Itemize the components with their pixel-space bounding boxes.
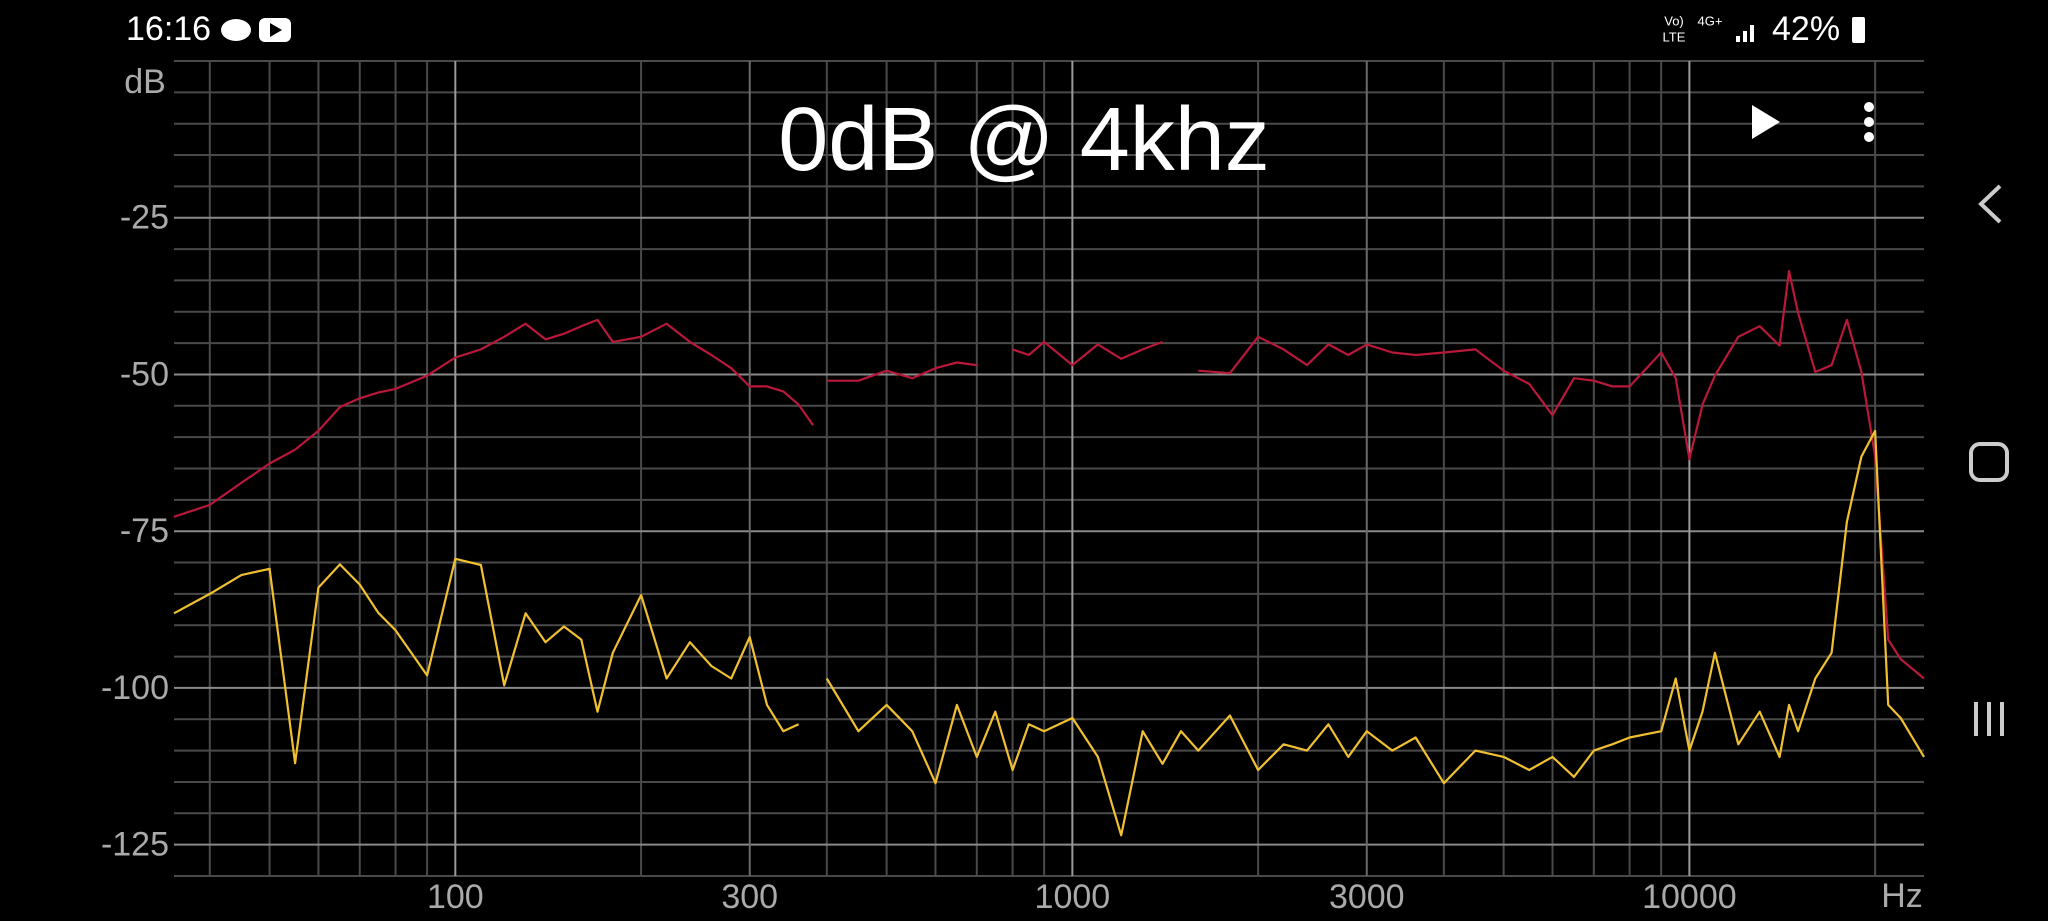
y-tick-label: -25 bbox=[120, 199, 169, 237]
play-button[interactable] bbox=[1752, 105, 1780, 139]
plot bbox=[173, 269, 1925, 837]
y-tick-label: -50 bbox=[120, 355, 169, 393]
y-tick-label: -100 bbox=[101, 669, 169, 707]
nav-recents[interactable] bbox=[1974, 702, 2004, 736]
network-label: Vo) bbox=[1664, 13, 1684, 28]
menu-button[interactable] bbox=[1864, 102, 1874, 142]
data-line bbox=[173, 269, 1925, 680]
nav-back[interactable] bbox=[1978, 184, 2002, 224]
network-label: LTE bbox=[1663, 29, 1686, 44]
y-tick-label: -125 bbox=[101, 826, 169, 864]
x-tick-label: 10000 bbox=[1642, 878, 1737, 916]
status-time: 16:16 bbox=[126, 10, 211, 48]
battery-icon bbox=[1852, 17, 1865, 43]
x-tick-label: 300 bbox=[721, 878, 778, 916]
signal-icon bbox=[1736, 25, 1754, 42]
y-tick-label: -75 bbox=[120, 512, 169, 550]
app-icon bbox=[221, 19, 251, 41]
data-line bbox=[173, 429, 1925, 837]
x-axis-label: Hz bbox=[1881, 877, 1923, 915]
x-tick-label: 100 bbox=[427, 878, 484, 916]
chart-title: 0dB @ 4khz bbox=[778, 90, 1270, 190]
grid bbox=[174, 60, 1924, 877]
youtube-play bbox=[270, 23, 282, 37]
x-tick-label: 1000 bbox=[1035, 878, 1111, 916]
network-label: 4G+ bbox=[1698, 13, 1723, 28]
x-tick-label: 3000 bbox=[1329, 878, 1405, 916]
nav-home[interactable] bbox=[1969, 442, 2009, 482]
y-axis-label: dB bbox=[124, 63, 166, 101]
battery-level: 42% bbox=[1772, 10, 1840, 48]
